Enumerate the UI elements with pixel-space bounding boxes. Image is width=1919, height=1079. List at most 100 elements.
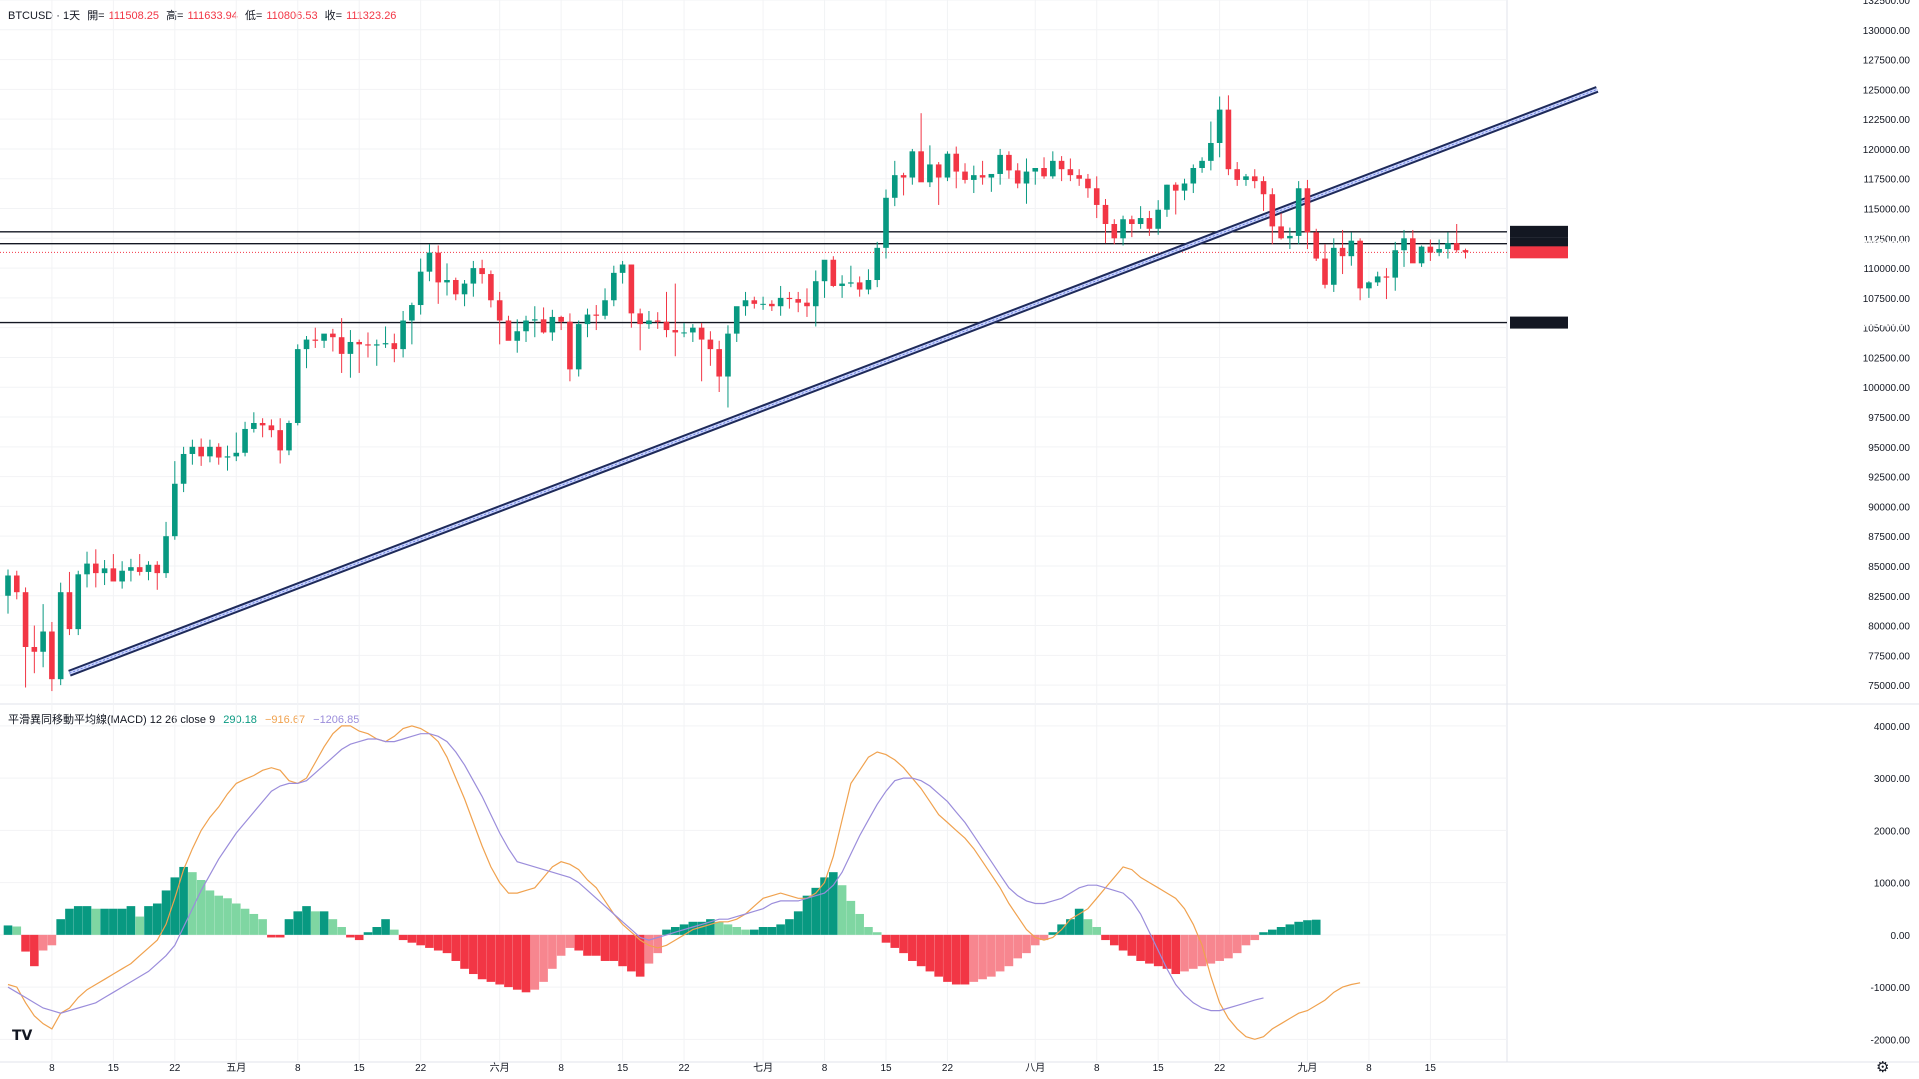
candle-body (75, 574, 82, 630)
histogram-bar (135, 916, 144, 935)
histogram-bar (600, 934, 610, 961)
candle-body (690, 327, 696, 333)
trendline[interactable] (68, 86, 1599, 677)
tradingview-logo-icon[interactable]: TV (12, 1028, 33, 1044)
candle-body (1190, 168, 1197, 184)
price-badge (1510, 225, 1568, 238)
candle-body (1023, 171, 1030, 184)
histogram-bar (627, 934, 636, 972)
price-tick-label: 90000.00 (1868, 502, 1910, 513)
histogram-bar (319, 911, 329, 935)
low-value: 110806.53 (266, 10, 318, 22)
candle-body (294, 349, 301, 423)
signal-line (7, 733, 1264, 1014)
histogram-bar (407, 934, 417, 943)
candle-body (1278, 226, 1284, 239)
histogram-bar (144, 906, 153, 935)
candle-body (136, 567, 143, 572)
candle-body (101, 568, 108, 574)
histogram-bar (1259, 932, 1268, 935)
time-tick-label: 15 (1153, 1063, 1165, 1074)
price-axis[interactable]: 132500.00 130000.00 127500.00 125000.00 1225… (1510, 0, 1910, 692)
candle-body (979, 175, 986, 178)
histogram-bar (697, 921, 706, 935)
candle-body (1453, 243, 1460, 251)
time-tick-label: 15 (1425, 1063, 1437, 1074)
candle-body (575, 324, 582, 370)
histogram-bar (109, 908, 118, 935)
histogram-bar (609, 934, 619, 961)
candle-body (1339, 247, 1346, 257)
time-tick-label: 15 (880, 1063, 892, 1074)
candle-body (927, 164, 933, 183)
histogram-bar (1048, 932, 1058, 935)
candle-body (207, 446, 213, 457)
histogram-bar (302, 906, 311, 935)
candle-body (391, 343, 398, 350)
candle-body (452, 280, 459, 295)
histogram-bar (811, 887, 821, 935)
price-tick-label: 85000.00 (1868, 562, 1910, 573)
price-tick-label: 115000.00 (1863, 205, 1910, 216)
candle-body (1436, 249, 1442, 253)
time-axis[interactable]: 8 15 22 五月 8 15 22 六月 8 15 22 七月 8 15 22 八月 8 15 22 九月 8 15 (49, 1062, 1436, 1074)
macd-hist-value: 290.18 (223, 714, 257, 726)
price-tick-label: 117500.00 (1863, 175, 1910, 186)
candle-body (1058, 160, 1065, 170)
histogram-bar (670, 927, 680, 935)
candle-body (611, 272, 617, 301)
candle-body (584, 314, 591, 325)
candle-body (1155, 209, 1161, 229)
candle-body (654, 320, 661, 322)
candle-body (707, 339, 714, 350)
histogram-bar (1118, 934, 1128, 951)
gear-icon[interactable]: ⚙ (1876, 1058, 1890, 1076)
candle-body (725, 333, 731, 377)
time-tick-label: 8 (49, 1063, 55, 1074)
histogram-bar (995, 934, 1005, 972)
macd-title[interactable]: 平滑異同移動平均線(MACD) 12 26 close 9 (8, 714, 216, 726)
histogram-bar (758, 927, 768, 935)
histogram-bar (1180, 934, 1189, 972)
histogram-bar (1127, 934, 1137, 956)
price-tick-label: 95000.00 (1868, 443, 1910, 454)
histogram-bar (82, 906, 92, 935)
histogram-bar (793, 911, 803, 935)
histogram-bar (723, 924, 733, 935)
candle-body (40, 631, 46, 652)
candle-body (189, 446, 196, 454)
histogram-bar (196, 880, 206, 935)
histogram-bar (170, 877, 180, 935)
candle-body (382, 343, 389, 345)
price-tick-label: 112500.00 (1863, 234, 1910, 245)
histogram-bar (469, 934, 478, 975)
histogram-bar (872, 932, 882, 935)
histogram-bar (442, 934, 452, 954)
candle-body (1067, 169, 1074, 176)
macd-axis[interactable]: 4000.00 3000.00 2000.00 1000.00 0.00 -1000.00… (1871, 722, 1911, 1046)
symbol-title[interactable]: BTCUSD · 1天 (8, 10, 81, 22)
histogram-bar (267, 934, 276, 938)
candle-body (488, 274, 494, 301)
histogram-bar (91, 908, 101, 935)
histogram-bar (223, 898, 232, 935)
candle-body (1120, 219, 1126, 239)
open-label: 開= (87, 10, 105, 22)
histogram-bar (1083, 919, 1093, 935)
histogram-bar (161, 890, 171, 935)
trendline-center (69, 88, 1598, 674)
candle-body (856, 282, 863, 290)
histogram-bar (363, 932, 373, 935)
histogram-bar (398, 934, 408, 941)
histogram-bar (864, 927, 873, 935)
macd-legend: 平滑異同移動平均線(MACD) 12 26 close 9 290.18 −91… (8, 711, 364, 727)
histogram-bar (820, 877, 829, 935)
candle-body (128, 567, 134, 571)
candle-body (1366, 282, 1372, 289)
candle-body (426, 252, 433, 272)
candle-body (1006, 154, 1012, 171)
histogram-bar (987, 934, 996, 977)
time-tick-label: 22 (678, 1063, 690, 1074)
horizontal-lines[interactable] (0, 231, 1507, 324)
